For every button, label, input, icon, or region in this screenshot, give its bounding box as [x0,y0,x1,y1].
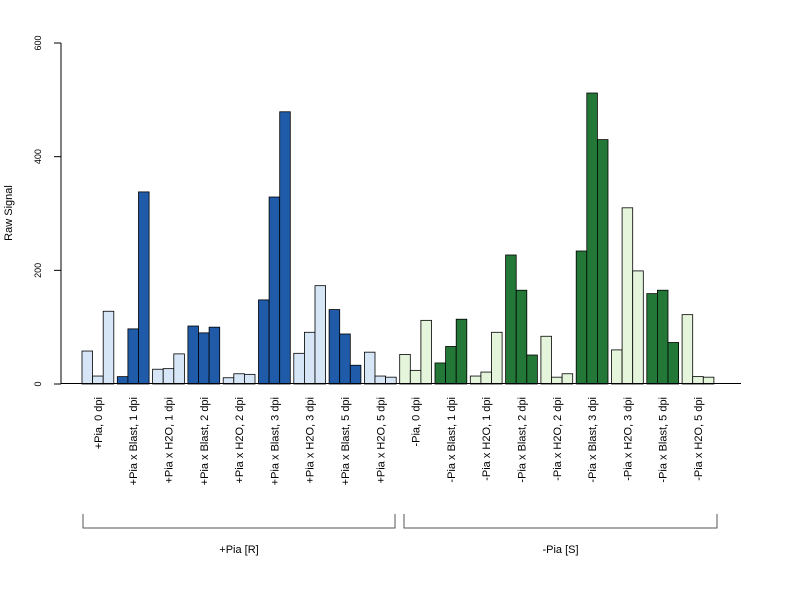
x-tick-label: +Pia x H2O, 3 dpi [305,397,317,484]
bar [127,328,139,385]
bar [409,369,422,385]
bar [667,342,680,385]
bar [632,270,644,385]
bar [314,285,327,385]
bar [469,375,482,385]
group-brackets: +Pia [R] -Pia [S] [82,514,718,556]
x-tick-label: +Pia x Blast, 1 dpi [128,397,140,485]
bar [681,314,694,385]
bar [399,354,411,385]
group-bracket [82,514,396,529]
x-tick-label: +Pia x Blast, 2 dpi [199,397,211,485]
x-tick-label: -Pia x H2O, 2 dpi [552,397,564,481]
bar [328,309,341,385]
bar [611,349,623,385]
bar [657,289,669,385]
bar [586,92,598,385]
bar [187,325,199,385]
bar [515,289,528,385]
bar [138,191,150,385]
bar [702,376,715,385]
bar [339,333,351,385]
x-tick-label: -Pia x Blast, 5 dpi [658,397,670,483]
x-tick-label: -Pia, 0 dpi [411,397,423,447]
bar [92,375,104,385]
group-bracket [403,514,718,529]
bar [480,371,492,385]
bar [434,362,447,385]
bar [208,326,221,385]
bar [597,139,609,385]
bar [621,207,634,385]
bar [374,375,387,385]
bar [526,354,538,385]
bar [173,353,185,385]
y-tick-label: 400 [33,149,43,164]
bar [491,331,503,385]
x-tick-label: -Pia x Blast, 3 dpi [587,397,599,483]
group-label: -Pia [S] [542,544,578,556]
x-tick-label: +Pia, 0 dpi [93,397,105,449]
bar [445,346,457,385]
y-tick-label: 0 [33,381,43,386]
group-label: +Pia [R] [219,544,258,556]
bar [420,319,432,385]
bar [258,299,270,385]
bar [349,364,362,385]
bar [561,373,574,385]
x-tick-label: -Pia x Blast, 1 dpi [446,397,458,483]
y-tick-label: 200 [33,263,43,278]
x-tick-label: +Pia x H2O, 2 dpi [234,397,246,484]
category-labels: +Pia, 0 dpi +Pia x Blast, 1 dpi +Pia x H2O… [93,397,705,485]
bar [233,373,245,385]
bar [551,376,563,385]
bar [363,351,376,385]
bar [303,331,316,385]
bar [385,376,397,385]
bar [152,368,164,385]
bar [102,310,115,385]
bar [455,318,468,385]
bar [81,350,94,385]
x-tick-label: +Pia x H2O, 1 dpi [164,397,176,484]
bar [243,373,256,385]
bar [505,254,517,385]
y-axis: 0 200 400 600 [33,35,62,387]
bar [162,368,175,385]
y-tick-label: 600 [33,35,43,50]
bar [116,376,129,385]
x-tick-label: +Pia x H2O, 5 dpi [375,397,387,484]
bar [293,352,305,385]
bar [575,250,588,385]
x-tick-label: +Pia x Blast, 5 dpi [340,397,352,485]
bar [279,111,291,385]
x-tick-label: -Pia x H2O, 5 dpi [693,397,705,481]
x-tick-label: +Pia x Blast, 3 dpi [269,397,281,485]
bar [692,376,704,385]
bar [268,196,281,385]
bar [646,293,658,385]
bars [81,92,715,385]
x-tick-label: -Pia x H2O, 3 dpi [622,397,634,481]
bar [198,332,210,385]
x-tick-label: -Pia x Blast, 2 dpi [517,397,529,483]
x-tick-label: -Pia x H2O, 1 dpi [481,397,493,481]
y-axis-label: Raw Signal [3,185,15,241]
bar [540,335,552,385]
